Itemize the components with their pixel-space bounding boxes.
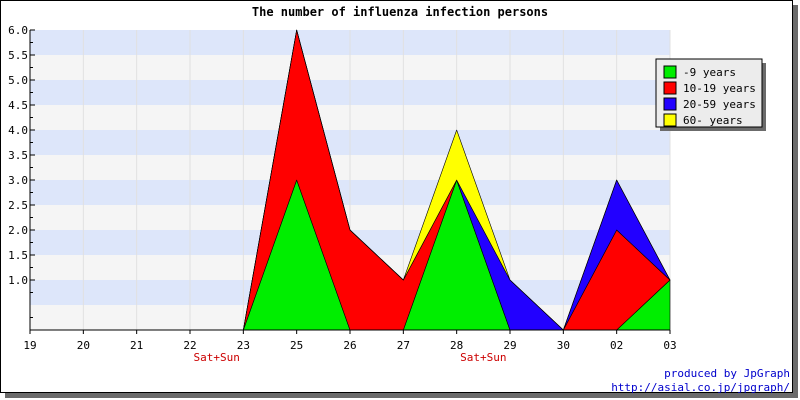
y-axis-ticks: 1.0 1.5 2.0 2.5 3.0 3.5 4.0 4.5 5.0 5.5 6.0 — [8, 24, 35, 318]
legend-swatch — [663, 97, 677, 111]
y-tick-label: 3.5 — [8, 149, 28, 162]
legend-swatch — [663, 65, 677, 79]
credit-url[interactable]: http://asial.co.jp/jpgraph/ — [611, 381, 790, 394]
x-tick-label: 02 — [610, 339, 623, 352]
y-tick-label: 4.5 — [8, 99, 28, 112]
x-tick-label: 30 — [557, 339, 570, 352]
legend-label: 60- years — [683, 114, 743, 127]
x-tick-label: 27 — [397, 339, 410, 352]
credit-producer: produced by JpGraph — [664, 367, 790, 380]
x-tick-label: 28 — [450, 339, 463, 352]
x-tick-label: 21 — [130, 339, 143, 352]
chart-title: The number of influenza infection person… — [252, 5, 548, 19]
x-tick-label: 25 — [290, 339, 303, 352]
legend-label: 20-59 years — [683, 98, 756, 111]
weekend-label: Sat+Sun — [460, 351, 506, 364]
legend-label: 10-19 years — [683, 82, 756, 95]
y-tick-label: 2.0 — [8, 224, 28, 237]
weekend-markers: Sat+Sun Sat+Sun — [193, 351, 506, 364]
y-tick-label: 1.0 — [8, 274, 28, 287]
y-tick-label: 4.0 — [8, 124, 28, 137]
y-tick-label: 3.0 — [8, 174, 28, 187]
legend-swatch — [663, 81, 677, 95]
legend-label: -9 years — [683, 66, 736, 79]
x-tick-label: 03 — [663, 339, 676, 352]
y-tick-label: 1.5 — [8, 249, 28, 262]
y-tick-label: 5.5 — [8, 49, 28, 62]
y-tick-label: 6.0 — [8, 24, 28, 37]
x-tick-label: 19 — [23, 339, 36, 352]
x-axis-ticks: 19 20 21 22 23 25 26 27 28 29 30 02 03 — [23, 330, 677, 352]
x-tick-label: 26 — [343, 339, 356, 352]
legend: -9 years 10-19 years 20-59 years 60- years — [655, 58, 766, 131]
x-tick-label: 29 — [503, 339, 516, 352]
x-tick-label: 20 — [77, 339, 90, 352]
y-tick-label: 5.0 — [8, 74, 28, 87]
y-tick-label: 2.5 — [8, 199, 28, 212]
x-tick-label: 22 — [183, 339, 196, 352]
x-tick-label: 23 — [237, 339, 250, 352]
weekend-label: Sat+Sun — [193, 351, 239, 364]
legend-swatch — [663, 113, 677, 127]
